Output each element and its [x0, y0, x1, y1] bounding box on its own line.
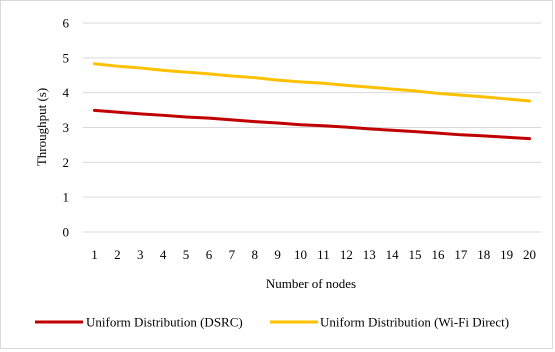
x-tick-label: 2	[114, 247, 121, 262]
legend: Uniform Distribution (DSRC) Uniform Distr…	[35, 315, 509, 330]
x-tick-label: 19	[500, 247, 513, 262]
x-tick-label: 13	[363, 247, 376, 262]
y-axis-ticks: 0 1 2 3 4 5 6	[63, 16, 70, 240]
gridlines	[83, 22, 541, 233]
y-tick-label: 3	[63, 120, 70, 135]
x-tick-label: 18	[477, 247, 490, 262]
series-line-wifi-direct	[92, 62, 532, 103]
x-tick-label: 3	[137, 247, 144, 262]
y-tick-label: 0	[63, 225, 70, 240]
x-tick-label: 16	[431, 247, 445, 262]
x-axis-ticks: 1 2 3 4 5 6 7 8 9 10 11 12 13 14 15 16 17 18 19 20	[91, 247, 536, 262]
x-tick-label: 14	[386, 247, 400, 262]
y-tick-label: 1	[63, 190, 70, 205]
x-tick-label: 11	[317, 247, 330, 262]
x-tick-label: 17	[454, 247, 468, 262]
x-tick-label: 7	[229, 247, 236, 262]
legend-label: Uniform Distribution (Wi-Fi Direct)	[320, 315, 509, 330]
x-tick-label: 5	[183, 247, 190, 262]
x-tick-label: 6	[206, 247, 213, 262]
x-tick-label: 4	[160, 247, 167, 262]
y-tick-label: 6	[63, 16, 70, 31]
x-tick-label: 9	[274, 247, 281, 262]
x-tick-label: 8	[252, 247, 259, 262]
x-tick-label: 20	[523, 247, 536, 262]
series-lines	[92, 62, 532, 141]
x-tick-label: 10	[294, 247, 307, 262]
x-tick-label: 1	[91, 247, 98, 262]
legend-label: Uniform Distribution (DSRC)	[86, 315, 243, 330]
y-tick-label: 4	[63, 85, 70, 100]
y-tick-label: 2	[63, 155, 70, 170]
x-axis-title: Number of nodes	[266, 276, 356, 291]
y-tick-label: 5	[63, 50, 70, 65]
x-tick-label: 12	[340, 247, 353, 262]
x-tick-label: 15	[409, 247, 422, 262]
series-line-dsrc	[92, 108, 532, 141]
y-axis-title: Throughput (s)	[34, 88, 49, 166]
